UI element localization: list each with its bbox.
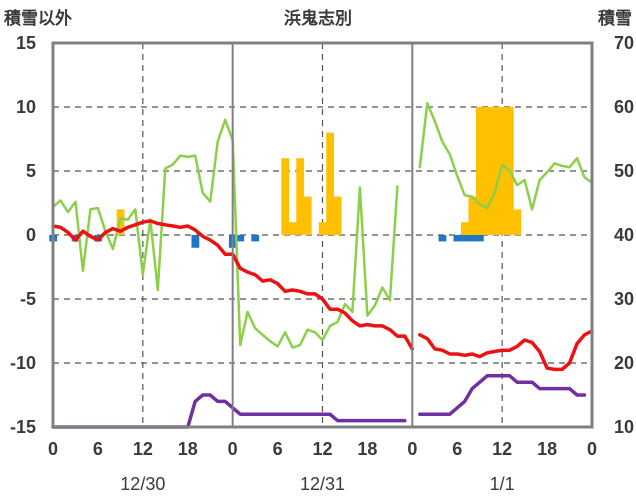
- green-line: [418, 101, 594, 211]
- x-tick-label: 18: [178, 439, 198, 459]
- right-y-tick-label: 10: [614, 417, 634, 437]
- precipitation-bar: [288, 222, 297, 235]
- precipitation-bar: [281, 158, 290, 235]
- left-axis-label: 積雪以外: [4, 8, 72, 28]
- x-tick-label: 6: [273, 439, 283, 459]
- day-label: 12/30: [120, 474, 165, 494]
- negative-bar: [460, 235, 469, 242]
- right-y-tick-label: 40: [614, 225, 634, 245]
- green-line: [51, 118, 399, 349]
- negative-bar: [191, 235, 200, 248]
- precipitation-bar: [326, 132, 335, 235]
- left-y-tick-label: -15: [10, 417, 36, 437]
- right-y-tick-label: 20: [614, 353, 634, 373]
- precipitation-bar: [468, 196, 477, 235]
- precipitation-bar: [498, 107, 507, 235]
- negative-bar: [236, 235, 245, 242]
- left-y-tick-label: 5: [26, 161, 36, 181]
- snow_depth-line: [51, 393, 407, 429]
- plot-frame: [51, 41, 594, 429]
- precipitation-bar: [460, 222, 469, 235]
- negative-bar: [438, 235, 447, 242]
- left-y-tick-label: 0: [26, 225, 36, 245]
- x-tick-label: 12: [312, 439, 332, 459]
- temperature-line: [418, 329, 594, 372]
- snow_depth-line: [418, 374, 587, 416]
- precipitation-bar: [475, 107, 484, 235]
- right-y-tick-label: 70: [614, 33, 634, 53]
- negative-bar: [453, 235, 462, 242]
- plot-border: [51, 41, 594, 429]
- x-tick-label: 12: [133, 439, 153, 459]
- day-label: 12/31: [300, 474, 345, 494]
- x-tick-label: 12: [492, 439, 512, 459]
- left-y-tick-label: -5: [20, 289, 36, 309]
- precipitation-bar: [483, 107, 492, 235]
- precipitation-bar: [490, 107, 499, 235]
- right-y-tick-label: 60: [614, 97, 634, 117]
- bar-series: [49, 107, 522, 248]
- x-tick-label: 0: [587, 439, 597, 459]
- x-tick-label: 0: [407, 439, 417, 459]
- x-tick-label: 6: [93, 439, 103, 459]
- chart-title: 浜鬼志別: [284, 8, 352, 28]
- precipitation-bar: [296, 158, 305, 235]
- negative-bar: [475, 235, 484, 242]
- day-label: 1/1: [490, 474, 515, 494]
- precipitation-bar: [303, 196, 312, 235]
- x-tick-label: 18: [357, 439, 377, 459]
- line-series: [51, 101, 594, 429]
- left-y-tick-label: -10: [10, 353, 36, 373]
- right-axis-label: 積雪: [598, 8, 632, 28]
- right-y-tick-label: 30: [614, 289, 634, 309]
- x-tick-label: 0: [228, 439, 238, 459]
- x-tick-label: 6: [452, 439, 462, 459]
- negative-bar: [468, 235, 477, 242]
- x-tick-label: 0: [48, 439, 58, 459]
- precipitation-bar: [318, 222, 327, 235]
- precipitation-bar: [333, 196, 342, 235]
- precipitation-bar: [513, 209, 522, 235]
- left-y-tick-label: 10: [16, 97, 36, 117]
- x-tick-label: 18: [537, 439, 557, 459]
- right-y-tick-label: 50: [614, 161, 634, 181]
- negative-bar: [251, 235, 260, 242]
- left-y-tick-label: 15: [16, 33, 36, 53]
